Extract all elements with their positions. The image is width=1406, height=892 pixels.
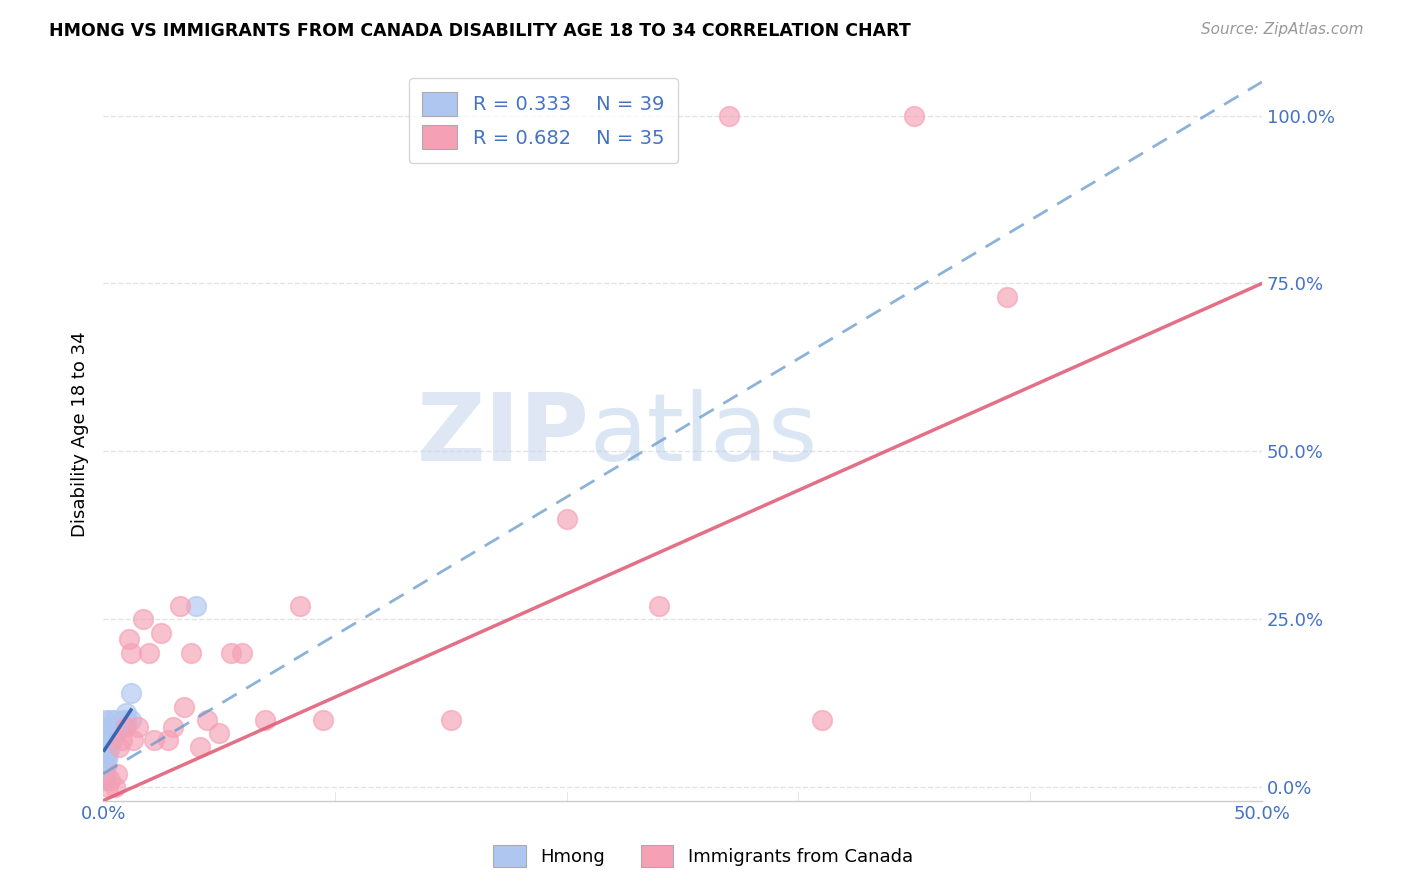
Point — [97, 720, 120, 734]
Point — [169, 599, 191, 613]
Point — [150, 625, 173, 640]
Point — [94, 739, 117, 754]
Point — [98, 713, 121, 727]
Point — [254, 713, 277, 727]
Point — [122, 733, 145, 747]
Point — [108, 720, 131, 734]
Point — [94, 747, 117, 761]
Point — [93, 747, 115, 761]
Point — [98, 726, 121, 740]
Point — [115, 706, 138, 721]
Point — [162, 720, 184, 734]
Point — [94, 747, 117, 761]
Point — [94, 753, 117, 767]
Point — [93, 773, 115, 788]
Point — [94, 753, 117, 767]
Point — [94, 760, 117, 774]
Point — [94, 766, 117, 780]
Text: atlas: atlas — [589, 389, 818, 481]
Point — [117, 632, 139, 647]
Point — [995, 290, 1018, 304]
Point — [96, 733, 118, 747]
Point — [94, 760, 117, 774]
Point — [94, 726, 117, 740]
Point — [219, 646, 242, 660]
Point — [108, 739, 131, 754]
Point — [98, 739, 121, 754]
Point — [93, 766, 115, 780]
Point — [94, 773, 117, 788]
Point — [111, 733, 134, 747]
Point — [115, 720, 138, 734]
Point — [120, 686, 142, 700]
Point — [184, 599, 207, 613]
Point — [98, 773, 121, 788]
Point — [101, 720, 124, 734]
Point — [120, 646, 142, 660]
Point — [105, 720, 128, 734]
Point — [94, 766, 117, 780]
Point — [648, 599, 671, 613]
Point — [197, 713, 219, 727]
Y-axis label: Disability Age 18 to 34: Disability Age 18 to 34 — [72, 332, 89, 537]
Point — [810, 713, 832, 727]
Point — [138, 646, 160, 660]
Point — [208, 726, 231, 740]
Point — [112, 713, 135, 727]
Point — [903, 109, 925, 123]
Point — [131, 612, 153, 626]
Point — [101, 733, 124, 747]
Point — [111, 720, 134, 734]
Legend: R = 0.333    N = 39, R = 0.682    N = 35: R = 0.333 N = 39, R = 0.682 N = 35 — [409, 78, 678, 162]
Point — [104, 726, 127, 740]
Point — [93, 733, 115, 747]
Point — [717, 109, 740, 123]
Point — [104, 780, 127, 794]
Point — [94, 760, 117, 774]
Point — [104, 713, 127, 727]
Point — [440, 713, 463, 727]
Point — [120, 713, 142, 727]
Text: Source: ZipAtlas.com: Source: ZipAtlas.com — [1201, 22, 1364, 37]
Point — [180, 646, 202, 660]
Point — [127, 720, 149, 734]
Point — [157, 733, 180, 747]
Point — [173, 699, 195, 714]
Point — [190, 739, 212, 754]
Point — [94, 713, 117, 727]
Point — [96, 753, 118, 767]
Point — [97, 747, 120, 761]
Point — [97, 733, 120, 747]
Point — [555, 511, 578, 525]
Point — [97, 780, 120, 794]
Legend: Hmong, Immigrants from Canada: Hmong, Immigrants from Canada — [486, 838, 920, 874]
Point — [115, 713, 138, 727]
Point — [312, 713, 335, 727]
Text: ZIP: ZIP — [418, 389, 589, 481]
Point — [231, 646, 253, 660]
Point — [93, 760, 115, 774]
Text: HMONG VS IMMIGRANTS FROM CANADA DISABILITY AGE 18 TO 34 CORRELATION CHART: HMONG VS IMMIGRANTS FROM CANADA DISABILI… — [49, 22, 911, 40]
Point — [105, 766, 128, 780]
Point — [143, 733, 166, 747]
Point — [288, 599, 311, 613]
